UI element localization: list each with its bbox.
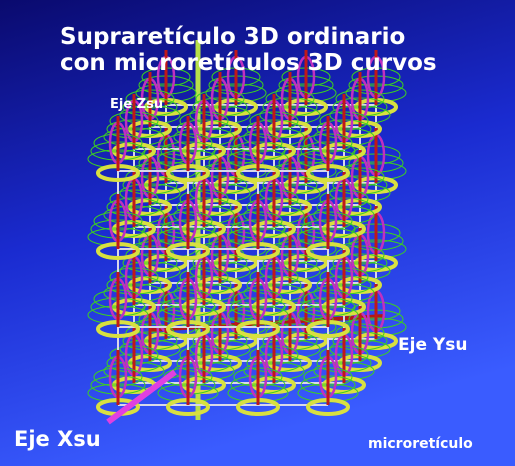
axis-label: Eje Ysu bbox=[398, 335, 467, 355]
axis-label: Eje Zsu bbox=[110, 97, 163, 112]
x-axis bbox=[106, 369, 177, 425]
title-line: con microretículos 3D curvos bbox=[60, 50, 437, 76]
lattice bbox=[87, 40, 407, 425]
title-line: Supraretículo 3D ordinario bbox=[60, 24, 405, 50]
micro-label: microretículo bbox=[368, 436, 473, 452]
axis-label: Eje Xsu bbox=[14, 427, 101, 451]
